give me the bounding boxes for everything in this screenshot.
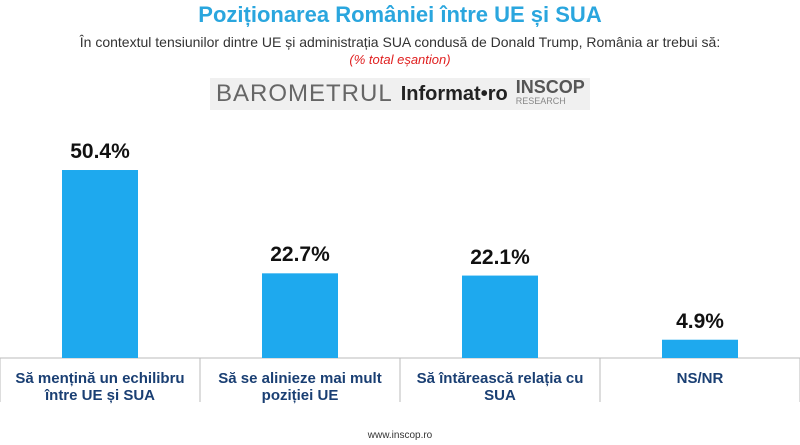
- value-label: 50.4%: [70, 140, 130, 163]
- subtitle: În contextul tensiunilor dintre UE și ad…: [79, 34, 721, 50]
- logo-text: RESEARCH: [515, 96, 566, 106]
- category-label: Să întărească relația cu SUA: [416, 370, 584, 404]
- category-label: NS/NR: [676, 370, 724, 387]
- bar: [62, 170, 138, 358]
- category-label: Să se alinieze mai mult poziției UE: [218, 370, 382, 404]
- chart-title: Poziționarea României între UE și SUA: [198, 2, 602, 27]
- value-label: 22.7%: [270, 243, 330, 267]
- logo: INSCOP RESEARCH: [515, 77, 585, 108]
- value-label: 22.1%: [470, 245, 530, 269]
- bar: [662, 339, 738, 358]
- logo: Informat•ro: [400, 82, 508, 105]
- bar: [262, 273, 338, 358]
- footer: www.inscop.ro: [367, 430, 433, 441]
- logo: BAROMETRUL: [216, 80, 393, 107]
- category-label: Să mențină un echilibru între UE și SUA: [15, 370, 185, 404]
- logo-band: BAROMETRUL Informat•ro INSCOP RESEARCH: [210, 78, 590, 110]
- logo-text: INSCOP: [515, 77, 585, 97]
- bar: [462, 275, 538, 358]
- note: (% total eșantion): [349, 52, 451, 67]
- value-label: 4.9%: [676, 309, 724, 333]
